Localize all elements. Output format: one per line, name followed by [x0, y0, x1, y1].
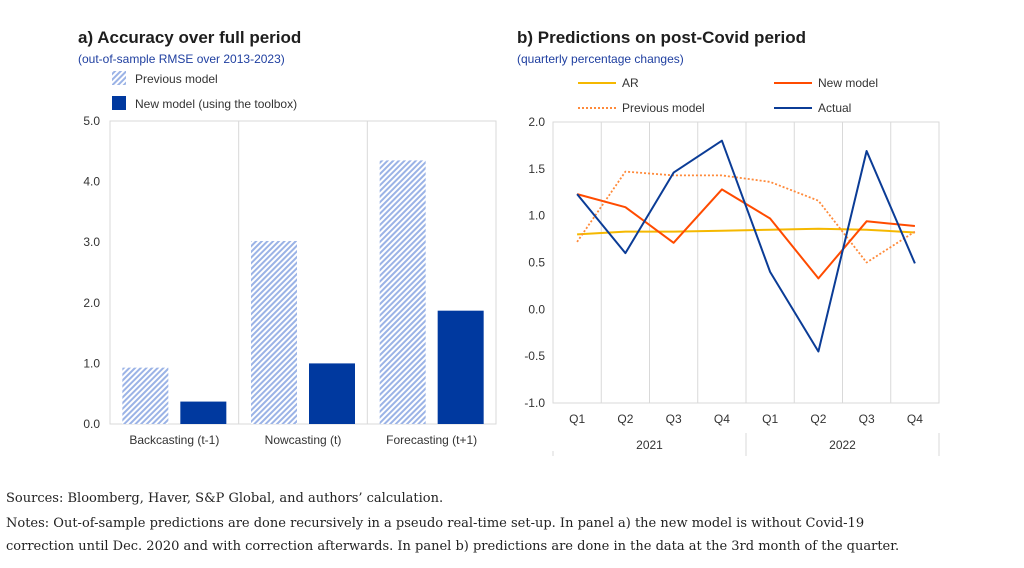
x-tick-label-a: Forecasting (t+1): [386, 433, 477, 447]
notes-line-2: correction until Dec. 2020 and with corr…: [6, 539, 900, 554]
bar-previous-model: [379, 160, 426, 424]
line-actual: [576, 139, 916, 353]
x-tick-label-b: Q1: [762, 412, 778, 426]
bar-new-model: [180, 401, 227, 424]
legend-label-previous-model: Previous model: [622, 101, 705, 115]
legend-label-ar: AR: [622, 76, 639, 90]
y-tick-label-b: -1.0: [524, 396, 545, 410]
x-tick-label-b: Q1: [569, 412, 585, 426]
bar-new-model: [309, 363, 355, 424]
bar-previous-model: [251, 240, 297, 424]
x-tick-label-b: Q4: [714, 412, 730, 426]
plot-frame-a: [109, 120, 497, 425]
panel-b-title: b) Predictions on post-Covid period: [517, 28, 806, 47]
legend-swatch-new-model: [112, 96, 126, 110]
y-tick-label-b: 1.5: [528, 162, 545, 176]
y-tick-label-a: 4.0: [83, 175, 100, 189]
y-tick-label-b: -0.5: [524, 349, 545, 363]
y-tick-label-a: 1.0: [83, 356, 100, 370]
y-tick-label-b: 0.5: [528, 256, 545, 270]
x-tick-label-a: Backcasting (t-1): [129, 433, 219, 447]
bar-previous-model: [122, 367, 169, 424]
legend-label-new-model: New model: [818, 76, 878, 90]
legend-label-new-model: New model (using the toolbox): [135, 97, 297, 111]
y-tick-label-a: 0.0: [83, 417, 100, 431]
y-tick-label-b: 2.0: [528, 115, 545, 129]
notes-line-1: Notes: Out-of-sample predictions are don…: [6, 516, 865, 531]
sources-note: Sources: Bloomberg, Haver, S&P Global, a…: [6, 491, 444, 506]
x-tick-label-a: Nowcasting (t): [265, 433, 342, 447]
y-tick-label-b: 1.0: [528, 209, 545, 223]
x-tick-label-b: Q2: [617, 412, 633, 426]
bar-chart-accuracy: 0.0 1.0 2.0 3.0 4.0 5.0 Backcasting (t-1) Nowca…: [83, 71, 497, 447]
x-tick-label-b: Q3: [859, 412, 875, 426]
y-tick-label-a: 5.0: [83, 114, 100, 128]
line-previous-model: [576, 170, 916, 264]
x-group-label-year: 2022: [829, 438, 856, 452]
y-tick-label-b: 0.0: [528, 302, 545, 316]
x-tick-label-b: Q3: [666, 412, 682, 426]
panel-a-title: a) Accuracy over full period: [78, 28, 302, 47]
x-tick-label-b: Q4: [907, 412, 923, 426]
bar-new-model: [437, 310, 484, 424]
x-tick-label-b: Q2: [810, 412, 826, 426]
panel-b-subtitle: (quarterly percentage changes): [517, 52, 684, 66]
line-chart-predictions: -1.0 -0.5 0.0 0.5 1.0 1.5 2.0 Q1 Q2 Q3 Q4 Q1 Q2 Q3 Q4 2…: [524, 76, 940, 456]
legend-label-previous-model: Previous model: [135, 72, 218, 86]
y-tick-label-a: 3.0: [83, 235, 100, 249]
y-tick-label-a: 2.0: [83, 296, 100, 310]
x-group-label-year: 2021: [636, 438, 663, 452]
legend-swatch-previous-model: [112, 71, 126, 85]
legend-label-actual: Actual: [818, 101, 851, 115]
panel-a-subtitle: (out-of-sample RMSE over 2013-2023): [78, 52, 285, 66]
